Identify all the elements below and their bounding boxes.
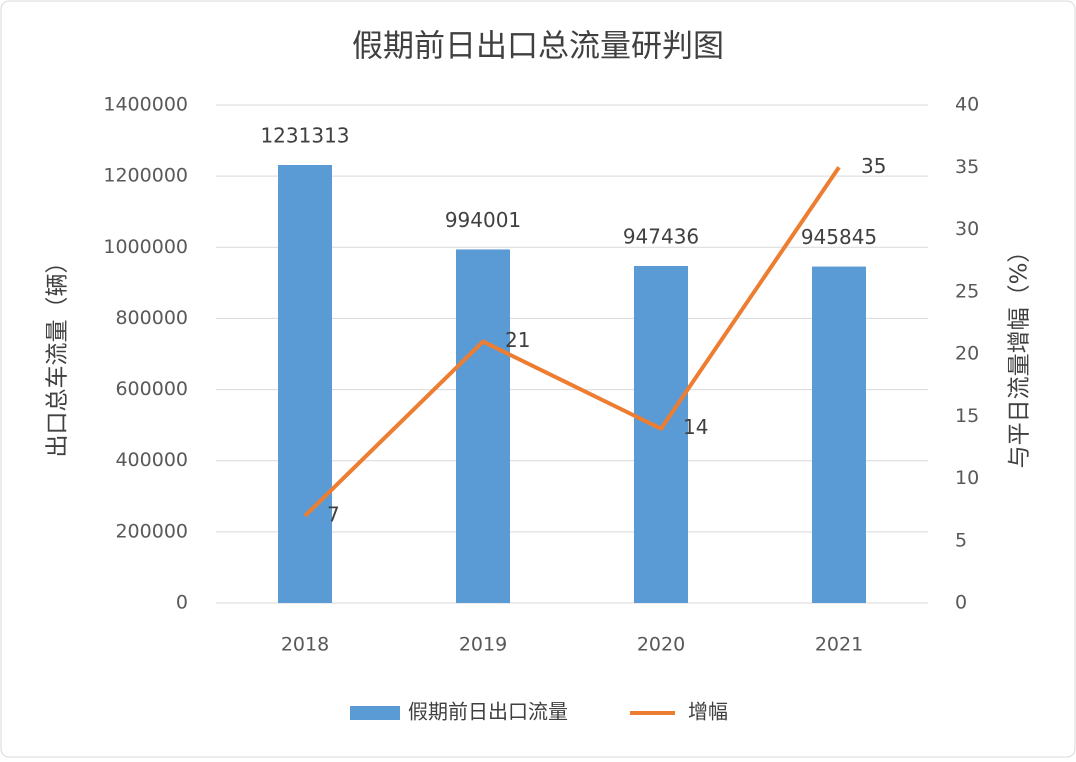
y-axis-title: 出口总车流量（辆）	[45, 251, 71, 458]
y2-tick-label: 40	[955, 94, 979, 116]
legend-label: 增幅	[688, 700, 728, 724]
y-tick-label: 1400000	[103, 94, 188, 116]
line	[303, 166, 841, 518]
y2-tick-label: 35	[955, 156, 979, 178]
y2-tick-label: 10	[955, 467, 979, 489]
y-tick-label: 600000	[115, 378, 188, 400]
y2-tick-label: 15	[955, 405, 979, 427]
data-label: 14	[683, 415, 708, 439]
y-tick-label: 1200000	[103, 165, 188, 187]
data-label: 7	[327, 502, 340, 526]
y2-tick-label: 0	[955, 592, 967, 614]
y-tick-label: 0	[176, 592, 188, 614]
y2-tick-label: 25	[955, 280, 979, 302]
bar	[456, 249, 510, 603]
y2-tick-label: 5	[955, 529, 967, 551]
y-tick-label: 400000	[115, 449, 188, 471]
data-label: 35	[861, 154, 886, 178]
data-label: 994001	[445, 208, 521, 232]
x-tick-label: 2020	[637, 634, 685, 656]
data-label: 945845	[801, 225, 877, 249]
y2-tick-label: 20	[955, 343, 979, 365]
y-tick-label: 200000	[115, 520, 188, 542]
y2-axis-title: 与平日流量增幅（%）	[1007, 240, 1033, 469]
x-tick-label: 2018	[281, 634, 329, 656]
x-tick-label: 2021	[815, 634, 863, 656]
data-label: 1231313	[260, 124, 349, 148]
bar	[812, 266, 866, 603]
y-tick-label: 1000000	[103, 236, 188, 258]
y-tick-label: 800000	[115, 307, 188, 329]
y2-tick-label: 30	[955, 218, 979, 240]
data-label: 947436	[623, 224, 699, 248]
bar	[278, 165, 332, 603]
bar	[634, 265, 688, 603]
legend-label: 假期前日出口流量	[408, 700, 568, 724]
legend-swatch	[350, 706, 400, 720]
x-tick-label: 2019	[459, 634, 507, 656]
data-label: 21	[505, 328, 530, 352]
chart-title: 假期前日出口总流量研判图	[352, 29, 724, 65]
